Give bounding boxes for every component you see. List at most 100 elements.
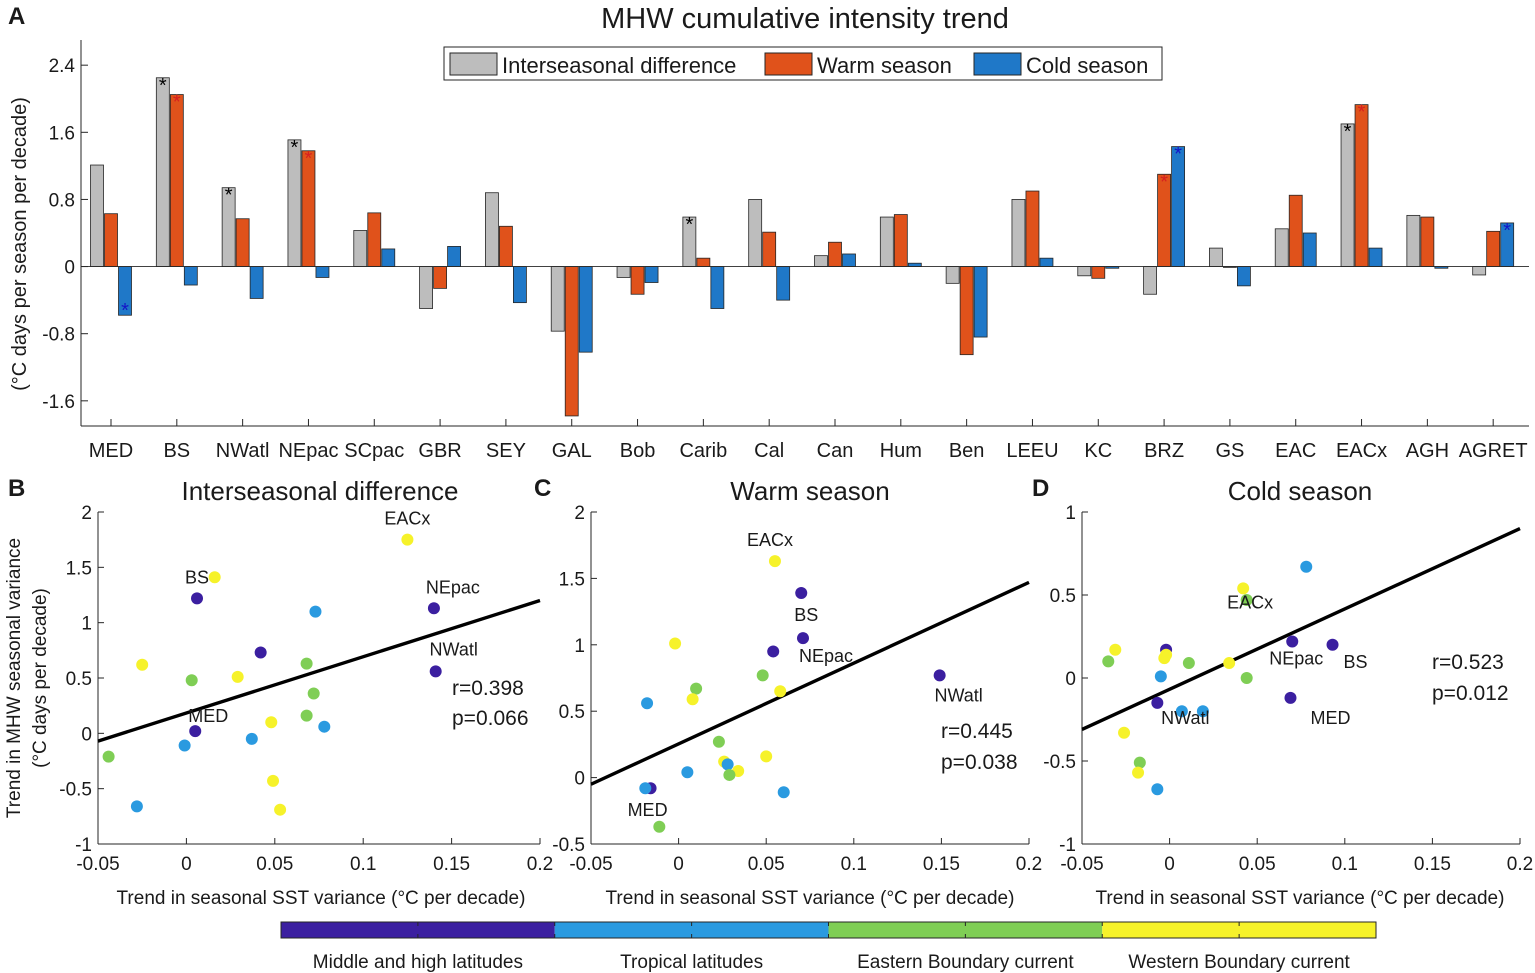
bar-interseasonal bbox=[287, 139, 302, 267]
chart-a-ytick-label: 0 bbox=[64, 258, 75, 279]
chart-b-ylabel-line1: Trend in MHW seasonal variance bbox=[4, 538, 25, 818]
bar-interseasonal bbox=[814, 255, 828, 267]
chart-a-xtick-label: MED bbox=[89, 440, 133, 462]
legend-label-warm: Warm season bbox=[817, 53, 952, 78]
chart-d-ytick-label: 1 bbox=[1065, 503, 1076, 524]
chart-b-point-label: NEpac bbox=[426, 577, 480, 597]
chart-a-xtick-label: GAL bbox=[552, 440, 592, 462]
chart-b-point bbox=[231, 670, 244, 683]
chart-b-plot: -1 -0.5 0 0.5 1 1.5 2 -0.05 0 0.05 0.1 0.15 0.2 EACx B… bbox=[59, 503, 553, 875]
colorbar-segment-eastern bbox=[828, 922, 1103, 938]
chart-b-xtick-label: 0.1 bbox=[350, 854, 376, 875]
legend-label-cold: Cold season bbox=[1026, 53, 1148, 78]
chart-d-point bbox=[1286, 635, 1299, 648]
chart-b-point bbox=[245, 732, 258, 745]
chart-d-fit-line bbox=[1081, 527, 1521, 732]
chart-c-point bbox=[933, 669, 946, 682]
chart-d-stat-r: r=0.523 bbox=[1432, 651, 1504, 674]
chart-d-xtick-label: -0.05 bbox=[1060, 854, 1103, 875]
chart-a-ytick-label: -1.6 bbox=[42, 392, 75, 413]
chart-b-xtick-label: 0.05 bbox=[256, 854, 293, 875]
bar-warm bbox=[169, 94, 184, 267]
bar-warm bbox=[630, 266, 645, 295]
chart-b-point bbox=[318, 720, 331, 733]
chart-c-point bbox=[760, 750, 773, 763]
chart-a-xtick-label: SCpac bbox=[344, 440, 404, 462]
chart-c-point bbox=[712, 735, 725, 748]
bar-warm bbox=[1486, 230, 1501, 267]
chart-b-point bbox=[307, 687, 320, 700]
chart-d-point bbox=[1151, 783, 1164, 796]
bar-cold bbox=[578, 266, 593, 353]
chart-d-point bbox=[1240, 672, 1253, 684]
bar-interseasonal bbox=[748, 199, 763, 267]
chart-d-point bbox=[1237, 582, 1250, 595]
chart-c-ytick-label: 2 bbox=[574, 503, 585, 524]
panel-label-b: B bbox=[8, 475, 25, 502]
bar-cold bbox=[1368, 247, 1383, 267]
chart-a-xtick-label: BS bbox=[163, 440, 190, 462]
chart-a-xtick-label: AGH bbox=[1406, 440, 1449, 462]
chart-d-point bbox=[1175, 705, 1188, 718]
colorbar-label-western: Western Boundary current bbox=[1128, 952, 1350, 973]
chart-d-point bbox=[1240, 593, 1253, 606]
colorbar-segment-western bbox=[1102, 922, 1376, 938]
panel-label-a: A bbox=[8, 3, 25, 30]
bar-cold bbox=[249, 266, 264, 299]
chart-b-point bbox=[189, 725, 202, 738]
bar-interseasonal bbox=[485, 192, 499, 267]
chart-d-title: Cold season bbox=[1228, 476, 1373, 506]
bar-cold bbox=[183, 266, 198, 286]
chart-c-xtick-label: 0.05 bbox=[748, 854, 785, 875]
chart-c-point-label: NEpac bbox=[799, 646, 853, 666]
bar-interseasonal bbox=[1011, 199, 1026, 267]
bar-warm bbox=[367, 212, 382, 267]
significance-star: * bbox=[173, 92, 181, 114]
chart-d-point bbox=[1300, 560, 1313, 573]
chart-a-xtick-label: Cal bbox=[754, 440, 784, 462]
chart-c-point bbox=[756, 669, 769, 682]
bar-cold bbox=[381, 248, 396, 267]
chart-b-point bbox=[191, 592, 204, 605]
panel-label-d: D bbox=[1032, 475, 1049, 502]
chart-c-fit-line bbox=[590, 580, 1030, 786]
chart-c-xtick-label: 0.15 bbox=[923, 854, 960, 875]
chart-a-ytick-label: 1.6 bbox=[49, 123, 75, 144]
chart-c-point bbox=[768, 555, 781, 568]
chart-b-fit-line bbox=[97, 598, 541, 743]
bar-interseasonal bbox=[550, 266, 565, 332]
bar-interseasonal bbox=[1143, 266, 1157, 295]
chart-c-point bbox=[721, 758, 734, 771]
chart-d-point bbox=[1133, 756, 1146, 769]
bar-interseasonal bbox=[1209, 247, 1223, 267]
chart-d-stat-p: p=0.012 bbox=[1432, 682, 1509, 705]
chart-b-ytick-label: -1 bbox=[75, 835, 92, 856]
bar-cold bbox=[842, 253, 856, 267]
chart-d-point bbox=[1154, 670, 1167, 683]
chart-b-stat-r: r=0.398 bbox=[452, 677, 524, 700]
chart-a-ytick-label: -0.8 bbox=[42, 325, 75, 346]
bar-interseasonal bbox=[945, 266, 960, 284]
chart-b-point-label: NWatl bbox=[430, 639, 478, 659]
chart-a-ytick-label: 0.8 bbox=[49, 190, 75, 211]
panel-b: B Interseasonal difference Trend in MHW … bbox=[4, 475, 553, 909]
chart-d-xtick-label: 0.2 bbox=[1507, 854, 1533, 875]
bar-warm bbox=[1288, 194, 1303, 267]
chart-a-xtick-label: Carib bbox=[679, 440, 727, 462]
chart-d-point bbox=[1132, 766, 1145, 779]
bar-interseasonal bbox=[1406, 214, 1421, 267]
chart-c-ytick-label: 1.5 bbox=[559, 569, 585, 590]
chart-a-xtick-label: NEpac bbox=[278, 440, 338, 462]
bar-cold bbox=[973, 266, 988, 338]
chart-b-point bbox=[102, 750, 115, 763]
chart-d-plot: -1 -0.5 0 0.5 1 -0.05 0 0.05 0.1 0.15 0.2 EACx NEpac… bbox=[1043, 503, 1533, 875]
bar-warm bbox=[104, 213, 118, 267]
chart-a-xtick-label: Can bbox=[817, 440, 854, 462]
chart-c-xtick-label: 0.2 bbox=[1016, 854, 1042, 875]
bar-warm bbox=[1420, 216, 1435, 267]
chart-b-ytick-label: 0 bbox=[81, 724, 92, 745]
panel-label-c: C bbox=[534, 475, 551, 502]
category-colorbar: Middle and high latitudes Tropical latitu… bbox=[280, 921, 1377, 973]
chart-a-legend: Interseasonal difference Warm season Col… bbox=[443, 46, 1163, 81]
chart-c-point bbox=[690, 682, 703, 695]
